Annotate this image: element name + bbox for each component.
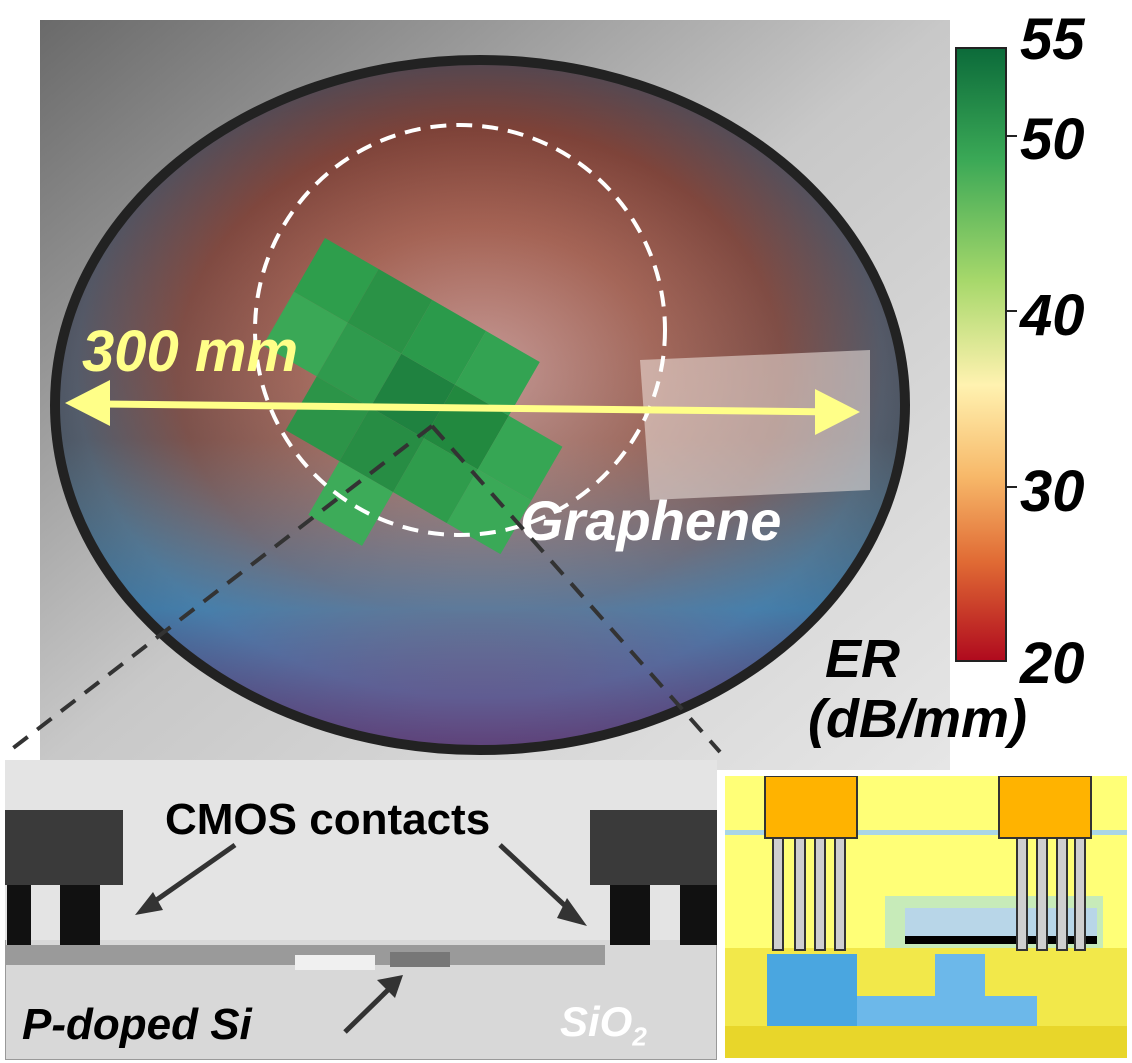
sio2-label-base: SiO (560, 998, 633, 1045)
device-schematic-panel (725, 776, 1127, 1058)
oxide-notch (295, 955, 375, 970)
left-contact-via (60, 885, 100, 950)
heatmap-tile (294, 238, 379, 323)
cmos-contacts-label: CMOS contacts (165, 795, 491, 844)
p-doped-si-label: P-doped Si (22, 1000, 252, 1049)
left-contact-via (7, 885, 31, 950)
silicon-rib (935, 954, 985, 998)
graphene-layer (905, 936, 1097, 944)
substrate (725, 1026, 1127, 1058)
colorbar (955, 47, 1007, 662)
colorbar-tick-label: 50 (1020, 107, 1085, 172)
colorbar-tick-label: 55 (1020, 7, 1085, 72)
colorbar-title-line2: (dB/mm) (808, 689, 1027, 749)
wafer-diameter-arrow (65, 380, 860, 435)
silicon-slab (857, 996, 1037, 1026)
graphene-label: Graphene (520, 489, 782, 552)
heatmap-tile (401, 300, 487, 385)
left-contact-pad (5, 810, 123, 885)
wafer-photo-panel (40, 20, 950, 770)
heatmap-tile (370, 353, 456, 439)
colorbar-tick (1007, 310, 1017, 312)
colorbar-tick-label: 20 (1020, 631, 1085, 696)
silicon-rib (390, 952, 450, 967)
heatmap-tile (316, 322, 402, 408)
right-contact-via (680, 885, 717, 945)
left-electrode (764, 776, 858, 839)
right-electrode (998, 776, 1092, 839)
colorbar-tick-label: 30 (1020, 459, 1085, 524)
tem-cross-section-panel (5, 760, 717, 1060)
sio2-label-subscript: 2 (632, 1021, 647, 1052)
right-contact-via (610, 885, 650, 945)
colorbar-tick-label: 40 (1020, 283, 1085, 348)
colorbar-tick (1007, 486, 1017, 488)
colorbar-tick (1007, 135, 1017, 137)
silicon-core (767, 954, 857, 1026)
wafer-size-label: 300 mm (82, 319, 299, 384)
sio2-label: SiO2 (560, 998, 647, 1052)
top-interface-line (725, 830, 1127, 835)
heatmap-tile (455, 331, 540, 416)
graphene-region (905, 908, 1097, 938)
heatmap-tile (263, 291, 348, 377)
colorbar-title-line1: ER (825, 629, 901, 689)
heatmap-tile (347, 269, 433, 354)
wafer-reflection (640, 350, 870, 500)
right-contact-pad (590, 810, 717, 885)
